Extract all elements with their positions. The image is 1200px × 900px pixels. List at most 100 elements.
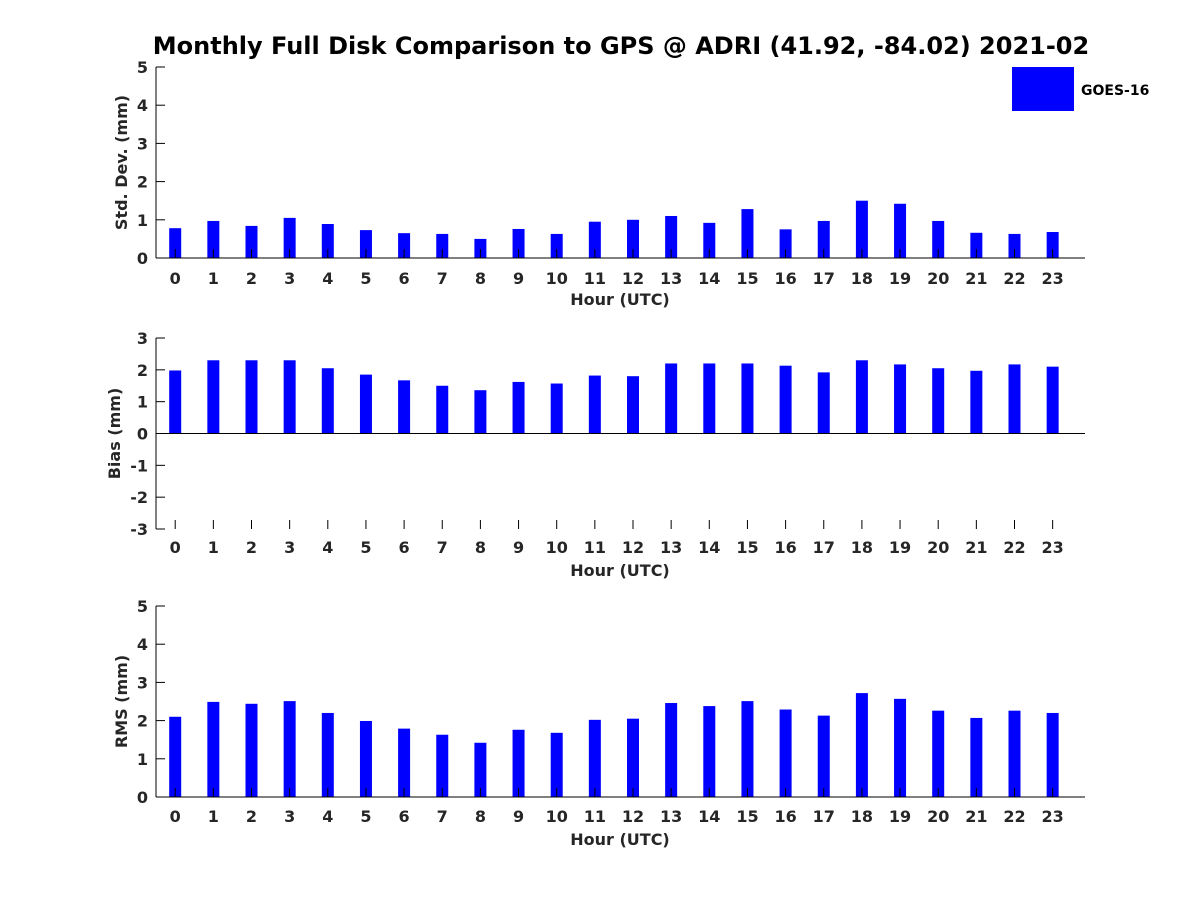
bar-bias-hour-18 <box>855 360 868 434</box>
y-tick-label-bias: -2 <box>130 488 148 507</box>
bar-std-dev-hour-22 <box>1008 233 1021 258</box>
y-axis-title-std-dev: Std. Dev. (mm) <box>112 95 131 230</box>
bar-rms-hour-8 <box>474 742 487 797</box>
x-tick-label-std-dev: 3 <box>284 269 295 288</box>
y-tick-label-std-dev: 1 <box>137 211 148 230</box>
x-tick-label-bias: 22 <box>1003 538 1025 557</box>
x-tick-label-bias: 4 <box>322 538 333 557</box>
bar-rms-hour-7 <box>436 734 449 797</box>
bar-bias-hour-9 <box>512 381 525 434</box>
x-tick-label-std-dev: 1 <box>208 269 219 288</box>
x-tick-label-bias: 20 <box>927 538 949 557</box>
bar-rms-hour-10 <box>550 732 563 797</box>
y-axis-title-bias: Bias (mm) <box>105 388 124 480</box>
bar-bias-hour-4 <box>321 368 334 434</box>
x-tick-label-bias: 23 <box>1042 538 1064 557</box>
x-tick-label-bias: 9 <box>513 538 524 557</box>
bar-std-dev-hour-5 <box>359 230 372 258</box>
x-tick-label-std-dev: 15 <box>736 269 758 288</box>
x-tick-label-rms: 1 <box>208 807 219 826</box>
x-tick-label-rms: 12 <box>622 807 644 826</box>
x-tick-label-bias: 18 <box>851 538 873 557</box>
x-tick-label-rms: 18 <box>851 807 873 826</box>
x-tick-label-std-dev: 9 <box>513 269 524 288</box>
bar-bias-hour-7 <box>436 385 449 434</box>
x-tick-label-bias: 13 <box>660 538 682 557</box>
x-tick-label-std-dev: 5 <box>360 269 371 288</box>
bar-rms-hour-6 <box>398 728 411 797</box>
y-axis-title-rms: RMS (mm) <box>112 655 131 748</box>
x-tick-label-std-dev: 16 <box>774 269 796 288</box>
x-tick-label-rms: 21 <box>965 807 987 826</box>
y-tick-label-rms: 5 <box>137 597 148 616</box>
x-tick-label-bias: 19 <box>889 538 911 557</box>
bar-std-dev-hour-0 <box>169 228 182 258</box>
x-tick-label-std-dev: 11 <box>584 269 606 288</box>
bar-bias-hour-20 <box>932 368 945 434</box>
y-tick-label-std-dev: 2 <box>137 173 148 192</box>
bar-bias-hour-1 <box>207 360 220 434</box>
y-tick-label-bias: 1 <box>137 393 148 412</box>
bar-std-dev-hour-3 <box>283 217 296 258</box>
bar-rms-hour-19 <box>894 698 907 797</box>
x-tick-label-bias: 3 <box>284 538 295 557</box>
y-tick-label-bias: -3 <box>130 520 148 539</box>
y-tick-label-bias: -1 <box>130 456 148 475</box>
x-tick-label-std-dev: 12 <box>622 269 644 288</box>
bar-bias-hour-15 <box>741 363 754 434</box>
x-tick-label-rms: 23 <box>1042 807 1064 826</box>
bar-rms-hour-5 <box>359 720 372 797</box>
bar-std-dev-hour-6 <box>398 233 411 258</box>
bar-rms-hour-13 <box>665 703 678 797</box>
x-tick-label-std-dev: 10 <box>546 269 568 288</box>
x-axis-title-std-dev: Hour (UTC) <box>570 290 670 309</box>
legend-label: GOES-16 <box>1081 83 1149 99</box>
x-tick-label-bias: 15 <box>736 538 758 557</box>
bar-std-dev-hour-16 <box>779 229 792 258</box>
x-tick-label-rms: 4 <box>322 807 333 826</box>
x-tick-label-rms: 5 <box>360 807 371 826</box>
x-tick-label-bias: 14 <box>698 538 720 557</box>
x-tick-label-bias: 0 <box>170 538 181 557</box>
bar-rms-hour-2 <box>245 703 258 797</box>
x-tick-label-rms: 7 <box>437 807 448 826</box>
x-tick-label-bias: 5 <box>360 538 371 557</box>
bar-bias-hour-14 <box>703 363 716 434</box>
x-tick-label-rms: 19 <box>889 807 911 826</box>
x-tick-label-rms: 15 <box>736 807 758 826</box>
bar-std-dev-hour-13 <box>665 215 678 258</box>
x-tick-label-rms: 10 <box>546 807 568 826</box>
bar-bias-hour-19 <box>894 364 907 434</box>
bar-std-dev-hour-7 <box>436 233 449 258</box>
y-tick-label-bias: 3 <box>137 329 148 348</box>
x-axis-title-bias: Hour (UTC) <box>570 561 670 580</box>
figure-title: Monthly Full Disk Comparison to GPS @ AD… <box>153 32 1089 60</box>
bar-rms-hour-21 <box>970 717 983 797</box>
x-tick-label-bias: 7 <box>437 538 448 557</box>
bar-bias-hour-22 <box>1008 364 1021 434</box>
bar-std-dev-hour-2 <box>245 225 258 258</box>
x-tick-label-std-dev: 2 <box>246 269 257 288</box>
y-tick-label-std-dev: 5 <box>137 58 148 77</box>
bar-rms-hour-14 <box>703 706 716 797</box>
x-tick-label-bias: 11 <box>584 538 606 557</box>
bar-rms-hour-4 <box>321 712 334 797</box>
x-tick-label-std-dev: 0 <box>170 269 181 288</box>
bar-bias-hour-11 <box>588 375 601 434</box>
y-tick-label-rms: 2 <box>137 712 148 731</box>
bar-bias-hour-8 <box>474 390 487 434</box>
x-tick-label-rms: 0 <box>170 807 181 826</box>
x-tick-label-rms: 17 <box>813 807 835 826</box>
bar-rms-hour-23 <box>1046 712 1059 797</box>
x-tick-label-rms: 13 <box>660 807 682 826</box>
bar-std-dev-hour-21 <box>970 232 983 258</box>
y-tick-label-bias: 2 <box>137 361 148 380</box>
bar-std-dev-hour-1 <box>207 220 220 258</box>
bar-std-dev-hour-10 <box>550 233 563 258</box>
x-tick-label-std-dev: 4 <box>322 269 333 288</box>
x-tick-label-bias: 17 <box>813 538 835 557</box>
